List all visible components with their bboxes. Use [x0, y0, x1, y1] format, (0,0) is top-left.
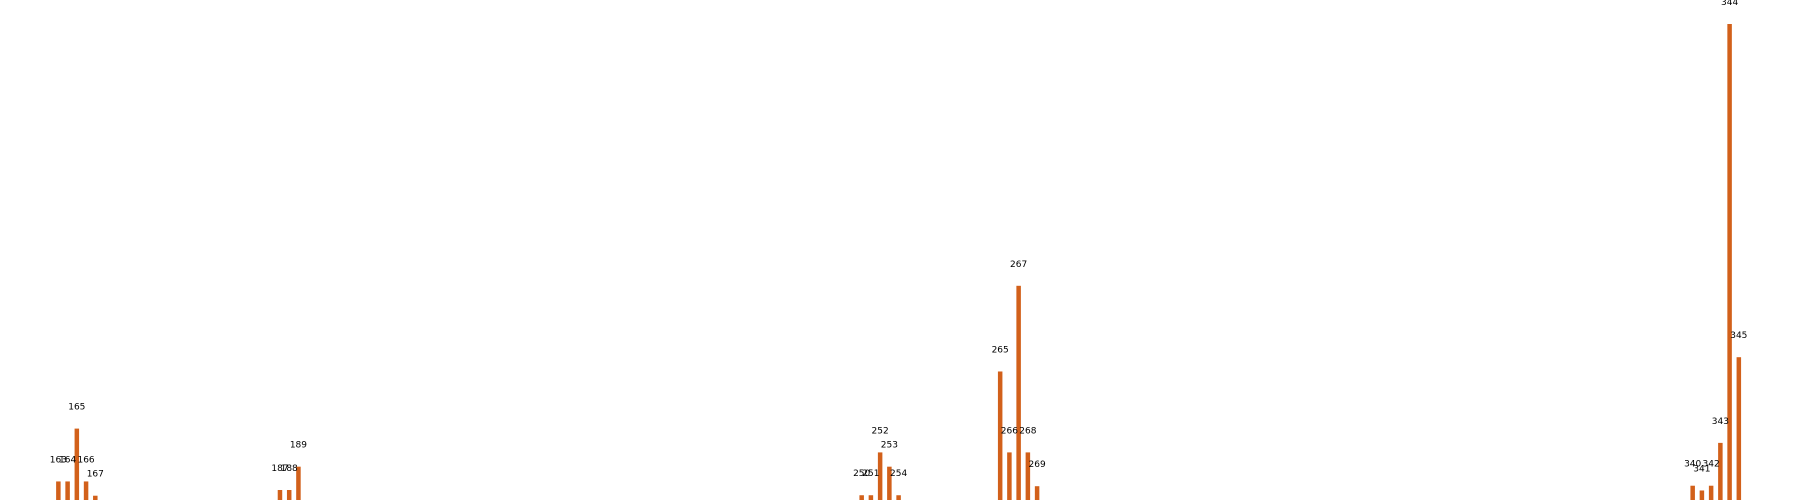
bar-163 [56, 481, 61, 500]
bar-label-167: 167 [87, 470, 104, 480]
bar-label-343: 343 [1712, 417, 1729, 427]
bar-label-345: 345 [1730, 331, 1747, 341]
bar-251 [868, 495, 874, 500]
bar-label-253: 253 [881, 441, 898, 451]
bar-label-254: 254 [890, 469, 907, 479]
bar-164 [65, 481, 70, 500]
bar-269 [1034, 486, 1040, 500]
bar-label-164: 164 [59, 455, 76, 465]
bar-268 [1025, 452, 1031, 500]
bar-label-187: 187 [271, 464, 288, 474]
bar-label-340: 340 [1684, 460, 1701, 470]
bar-label-266: 266 [1001, 426, 1018, 436]
bar-341 [1699, 490, 1705, 500]
bar-label-265: 265 [992, 345, 1009, 355]
bar-label-166: 166 [77, 455, 94, 465]
bar-188 [286, 490, 292, 500]
bar-167 [93, 495, 98, 500]
bar-267 [1016, 285, 1021, 500]
bar-265 [997, 371, 1003, 500]
bar-label-269: 269 [1029, 460, 1046, 470]
bar-label-189: 189 [290, 441, 307, 451]
bar-label-250: 250 [853, 469, 870, 479]
bar-253 [887, 466, 892, 500]
bar-342 [1708, 485, 1714, 500]
bar-label-251: 251 [862, 469, 879, 479]
bar-label-165: 165 [68, 403, 85, 413]
bar-343 [1718, 442, 1723, 500]
bar-165 [74, 428, 80, 500]
bar-254 [896, 495, 901, 500]
bar-345 [1736, 357, 1742, 500]
bar-label-268: 268 [1019, 426, 1036, 436]
bar-label-188: 188 [281, 464, 298, 474]
bar-187 [277, 490, 283, 500]
bar-189 [296, 466, 301, 500]
bar-label-341: 341 [1693, 464, 1710, 474]
bar-266 [1007, 452, 1012, 500]
bar-252 [877, 452, 883, 500]
bar-250 [859, 495, 864, 500]
bar-340 [1690, 485, 1695, 500]
bar-label-252: 252 [872, 426, 889, 436]
bar-label-163: 163 [50, 455, 67, 465]
bar-label-344: 344 [1721, 0, 1738, 8]
bars-layer [56, 24, 1742, 500]
bar-166 [83, 481, 89, 500]
bar-label-342: 342 [1703, 460, 1720, 470]
bar-label-267: 267 [1010, 260, 1027, 270]
bar-344 [1727, 24, 1732, 500]
